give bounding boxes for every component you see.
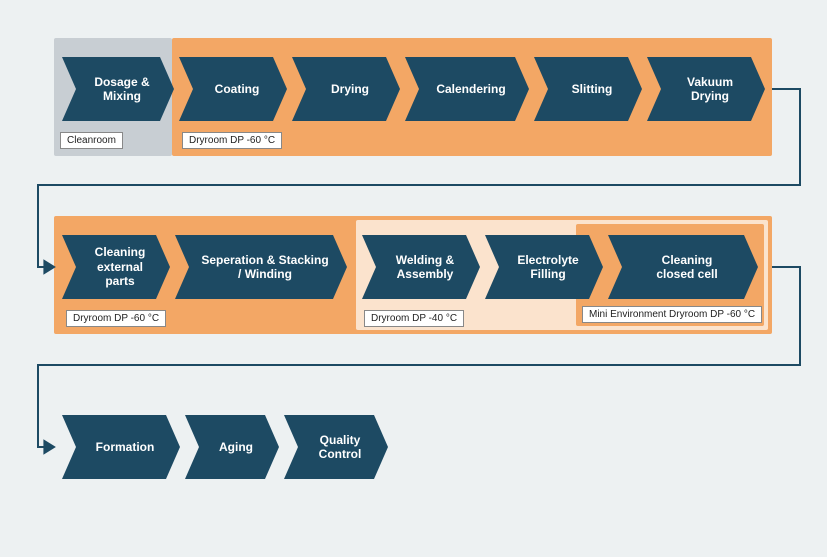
step-slitting: Slitting <box>534 57 642 121</box>
step-label: Dosage & Mixing <box>80 75 155 104</box>
step-welding-assembly: Welding & Assembly <box>362 235 480 299</box>
step-label: Quality Control <box>305 433 368 462</box>
step-calendering: Calendering <box>405 57 529 121</box>
step-vacuum-drying: Vakuum Drying <box>647 57 765 121</box>
step-label: Coating <box>201 82 266 96</box>
step-label: Seperation & Stacking / Winding <box>187 253 334 282</box>
step-coating: Coating <box>179 57 287 121</box>
step-label: Formation <box>82 440 161 454</box>
step-label: Cleaning external parts <box>81 245 152 288</box>
step-label: Aging <box>205 440 259 454</box>
step-label: Electrolyte Filling <box>503 253 584 282</box>
step-label: Welding & Assembly <box>382 253 460 282</box>
step-label: Calendering <box>422 82 511 96</box>
step-electrolyte-filling: Electrolyte Filling <box>485 235 603 299</box>
step-separation-stacking-winding: Seperation & Stacking / Winding <box>175 235 347 299</box>
step-aging: Aging <box>185 415 279 479</box>
step-label: Vakuum Drying <box>673 75 739 104</box>
step-formation: Formation <box>62 415 180 479</box>
step-quality-control: Quality Control <box>284 415 388 479</box>
step-cleaning-closed-cell: Cleaning closed cell <box>608 235 758 299</box>
step-cleaning-external-parts: Cleaning external parts <box>62 235 170 299</box>
diagram-stage: Cleanroom Dryroom DP -60 °C Dryroom DP -… <box>0 0 827 557</box>
step-label: Slitting <box>558 82 619 96</box>
step-label: Cleaning closed cell <box>642 253 723 282</box>
step-label: Drying <box>317 82 375 96</box>
step-drying: Drying <box>292 57 400 121</box>
step-dosage-mixing: Dosage & Mixing <box>62 57 174 121</box>
